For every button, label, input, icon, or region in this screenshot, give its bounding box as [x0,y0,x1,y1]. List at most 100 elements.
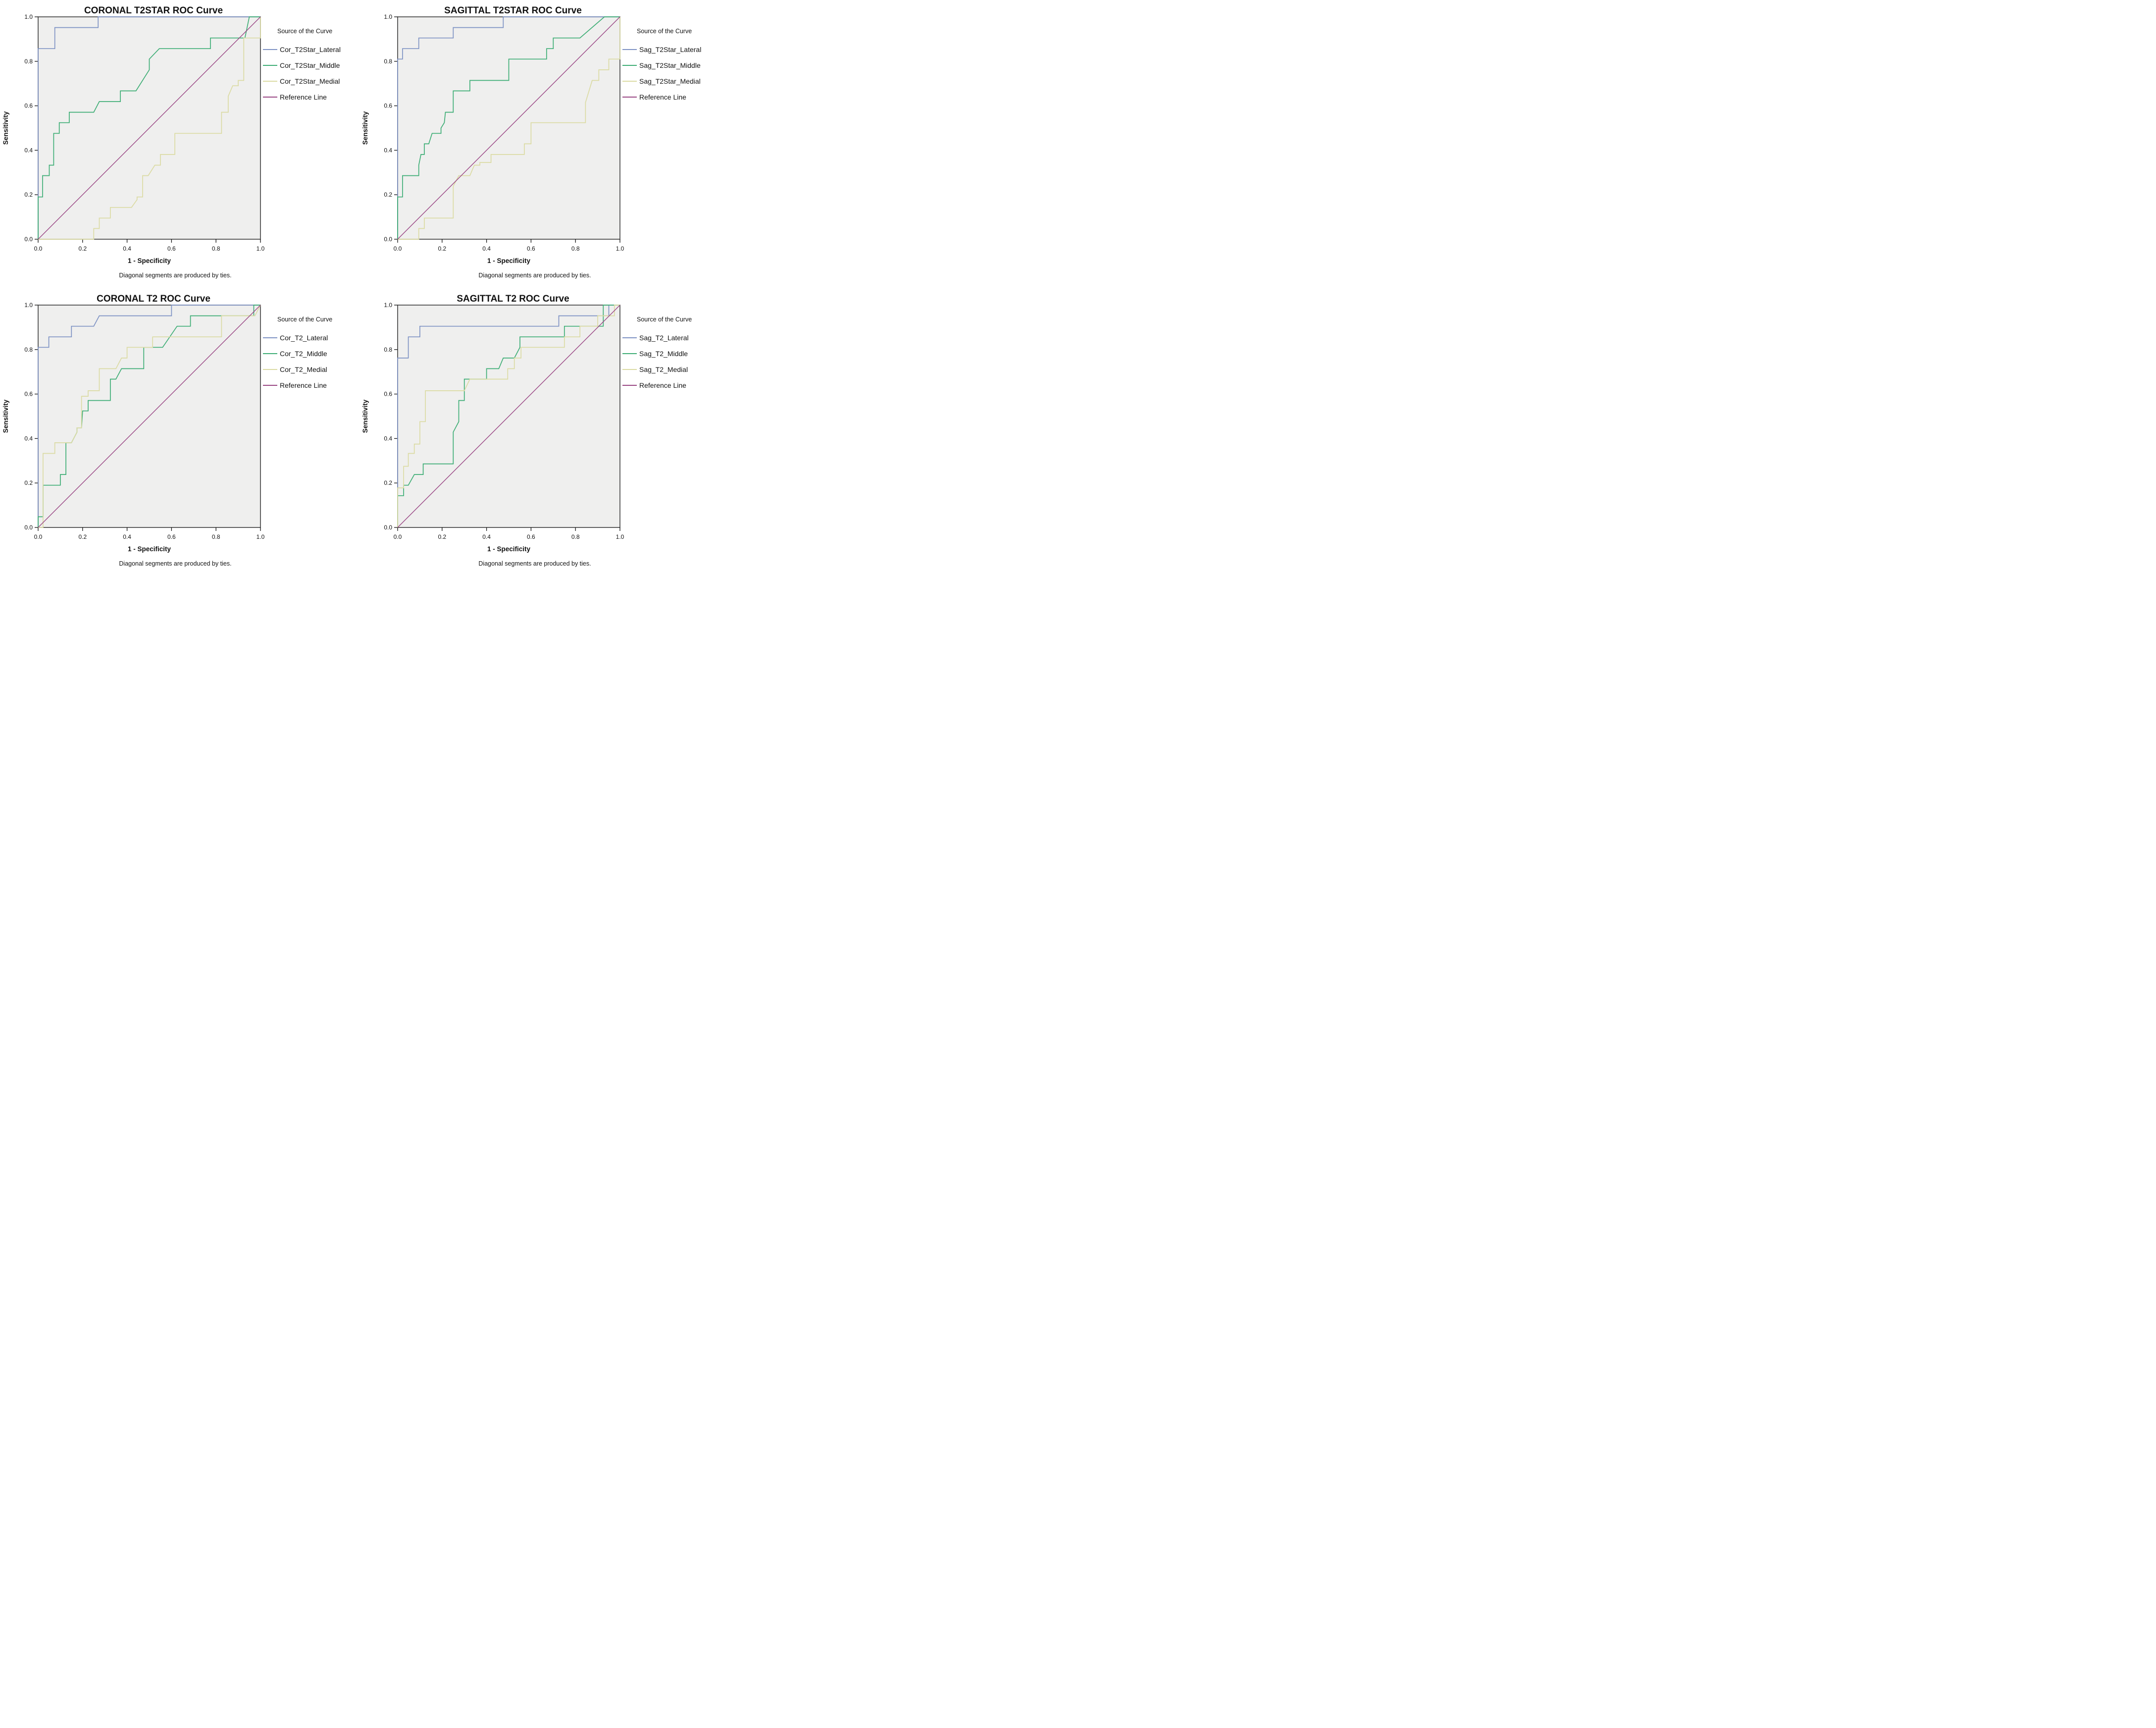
sag-t2-lateral-curve [397,305,620,527]
y-tick-label: 0.6 [384,103,392,109]
x-axis-label: 1 - Specificity [128,545,171,553]
y-tick-label: 0.2 [384,191,392,198]
cor-t2-medial-curve [38,305,261,528]
legend-item-label: Cor_T2_Medial [280,366,327,373]
y-tick-label: 0.0 [384,236,392,243]
x-tick-label: 0.6 [167,533,176,540]
y-tick-label: 0.4 [24,435,33,442]
y-tick-label: 0.8 [24,346,33,353]
y-tick-label: 1.0 [24,13,33,20]
y-axis: 0.0 0.2 0.4 0.6 0.8 1.0 [384,302,398,531]
legend-item-label: Reference Line [639,93,686,101]
y-tick-label: 0.8 [384,58,392,65]
y-tick-label: 1.0 [384,13,392,20]
sag-t2star-lateral-curve [397,16,620,239]
ties-footnote: Diagonal segments are produced by ties. [119,560,231,567]
curves [397,16,620,240]
y-tick-label: 0.6 [24,391,33,398]
y-axis-label: Sensitivity [2,399,9,433]
y-tick-label: 0.4 [384,147,392,154]
legend-item-label: Cor_T2_Lateral [280,334,328,342]
ties-footnote: Diagonal segments are produced by ties. [478,272,591,279]
curves [397,305,620,528]
cor-t2-lateral-curve [38,305,260,527]
x-tick-label: 0.2 [78,533,87,540]
x-tick-label: 0.2 [438,533,446,540]
x-tick-label: 1.0 [616,533,624,540]
sag-t2star-medial-curve [398,17,620,240]
x-tick-label: 0.6 [527,533,535,540]
x-tick-label: 0.4 [123,245,131,252]
x-tick-label: 0.2 [438,245,446,252]
legend-item-label: Cor_T2Star_Lateral [280,46,341,53]
x-axis: 0.0 0.2 0.4 0.6 0.8 1.0 [34,527,265,540]
reference-line [38,305,261,528]
y-tick-label: 0.8 [384,346,392,353]
legend-item-label: Sag_T2Star_Lateral [639,46,701,53]
panel-title: SAGITTAL T2 ROC Curve [457,294,569,304]
legend-title: Source of the Curve [637,28,692,35]
x-tick-label: 1.0 [257,245,265,252]
cor-t2star-medial-curve [38,17,261,240]
y-axis-label: Sensitivity [361,111,369,145]
x-tick-label: 0.4 [482,245,491,252]
y-axis-label: Sensitivity [361,399,369,433]
x-tick-label: 0.0 [394,533,402,540]
roc-panel-coronal-t2star-roc-curve: CORONAL T2STAR ROC Curve 0.0 0.2 0.4 0.6 0.8 1… [2,5,341,279]
roc-figure: CORONAL T2STAR ROC Curve 0.0 0.2 0.4 0.6 0.8 1… [0,0,719,576]
x-tick-label: 0.0 [34,245,43,252]
legend-item-label: Sag_T2_Medial [639,366,688,373]
roc-panel-sagittal-t2-roc-curve: SAGITTAL T2 ROC Curve 0.0 0.2 0.4 0.6 0.8 1.0 0… [361,294,692,567]
legend: Source of the Curve Cor_T2_Lateral Cor_T2_… [263,316,332,389]
x-axis: 0.0 0.2 0.4 0.6 0.8 1.0 [394,527,624,540]
ties-footnote: Diagonal segments are produced by ties. [119,272,231,279]
cor-t2star-middle-curve [38,16,260,239]
reference-line [397,305,620,528]
x-tick-label: 0.2 [78,245,87,252]
x-axis-label: 1 - Specificity [128,257,171,264]
legend-title: Source of the Curve [277,316,332,323]
legend: Source of the Curve Sag_T2_Lateral Sag_T2_… [622,316,692,389]
panel-title: SAGITTAL T2STAR ROC Curve [444,5,582,16]
y-tick-label: 0.4 [384,435,392,442]
x-tick-label: 1.0 [616,245,624,252]
legend-item-label: Sag_T2Star_Middle [639,61,701,69]
y-tick-label: 1.0 [384,302,392,309]
y-tick-label: 1.0 [24,302,33,309]
x-tick-label: 0.8 [212,533,220,540]
y-axis: 0.0 0.2 0.4 0.6 0.8 1.0 [24,13,38,243]
y-tick-label: 0.6 [24,103,33,109]
panel-title: CORONAL T2STAR ROC Curve [84,5,223,16]
x-axis-label: 1 - Specificity [487,257,531,264]
y-tick-label: 0.4 [24,147,33,154]
legend: Source of the Curve Cor_T2Star_Lateral Cor… [263,28,341,101]
curves [38,16,261,240]
curves [38,305,261,528]
x-tick-label: 0.8 [212,245,220,252]
y-tick-label: 0.0 [24,236,33,243]
legend-item-label: Sag_T2_Lateral [639,334,689,342]
y-tick-label: 0.0 [384,524,392,531]
y-tick-label: 0.6 [384,391,392,398]
y-tick-label: 0.2 [24,479,33,486]
legend-item-label: Reference Line [280,381,327,389]
x-axis-label: 1 - Specificity [487,545,531,553]
x-tick-label: 0.0 [34,533,43,540]
y-axis: 0.0 0.2 0.4 0.6 0.8 1.0 [24,302,38,531]
cor-t2-middle-curve [38,305,260,527]
legend-item-label: Cor_T2Star_Medial [280,77,340,85]
x-tick-label: 0.6 [527,245,535,252]
legend-item-label: Reference Line [639,381,686,389]
y-tick-label: 0.8 [24,58,33,65]
roc-panel-sagittal-t2star-roc-curve: SAGITTAL T2STAR ROC Curve 0.0 0.2 0.4 0.6 0.8… [361,5,701,279]
x-tick-label: 0.8 [571,245,580,252]
ties-footnote: Diagonal segments are produced by ties. [478,560,591,567]
x-axis: 0.0 0.2 0.4 0.6 0.8 1.0 [34,239,265,252]
x-tick-label: 0.0 [394,245,402,252]
reference-line [38,16,261,240]
y-axis: 0.0 0.2 0.4 0.6 0.8 1.0 [384,13,398,243]
legend-title: Source of the Curve [637,316,692,323]
y-axis-label: Sensitivity [2,111,9,145]
legend-title: Source of the Curve [277,28,332,35]
panel-title: CORONAL T2 ROC Curve [97,294,210,304]
